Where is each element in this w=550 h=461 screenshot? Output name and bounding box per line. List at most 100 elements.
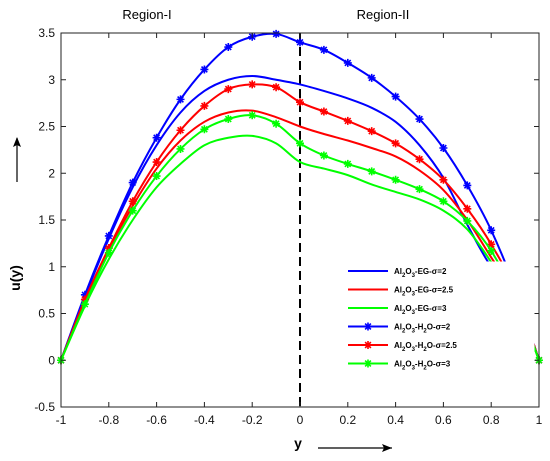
series-4-point-2 [80, 290, 89, 299]
series-5-point-5-glyph [152, 158, 161, 167]
series-4-point-8-glyph [224, 43, 233, 52]
region-label-1: Region-I [122, 7, 171, 22]
series-6-point-7-glyph [200, 125, 209, 134]
series-5-point-13 [343, 116, 352, 125]
series-4-point-7 [200, 65, 209, 74]
series-4-point-12 [319, 45, 328, 54]
series-4-point-5 [152, 133, 161, 142]
series-6-point-5-glyph [152, 172, 161, 181]
series-6-point-18 [463, 216, 472, 225]
x-tick-label: 0.4 [387, 413, 404, 427]
series-6-point-14-glyph [367, 167, 376, 176]
x-tick-label: 0.2 [339, 413, 356, 427]
x-tick-label: -0.6 [146, 413, 167, 427]
series-6-point-8-glyph [224, 115, 233, 124]
series-6-point-17-glyph [439, 197, 448, 206]
x-tick-label: -0.2 [242, 413, 263, 427]
series-4-point-14 [367, 73, 376, 82]
series-6-point-2-glyph [80, 300, 89, 309]
series-5-point-5 [152, 158, 161, 167]
series-5-point-8 [224, 85, 233, 94]
series-6-point-6-glyph [176, 144, 185, 153]
series-4-point-19 [487, 226, 496, 235]
series-6-point-15-glyph [391, 175, 400, 184]
series-4-point-10-glyph [272, 29, 281, 38]
legend-marker-5-glyph [364, 341, 372, 349]
series-6-point-5 [152, 172, 161, 181]
series-4-point-3 [104, 231, 113, 240]
y-tick-label: 1 [48, 260, 55, 274]
series-6-point-12-glyph [319, 151, 328, 160]
series-6-point-19-glyph [487, 246, 496, 255]
series-4-point-13-glyph [343, 58, 352, 67]
legend-label-1: Al2O3-EG-σ=2 [394, 267, 447, 279]
legend-marker-6 [364, 359, 372, 368]
y-axis-label: u(y) [7, 265, 23, 291]
series-4-point-3-glyph [104, 231, 113, 240]
series-5-point-11 [296, 98, 304, 107]
series-4-point-14-glyph [367, 73, 376, 82]
series-5-point-6-glyph [176, 126, 185, 135]
x-tick-label: 1 [536, 413, 543, 427]
series-5-point-10-glyph [272, 83, 281, 92]
series-4-point-15 [391, 92, 400, 101]
x-tick-label: -0.4 [194, 413, 215, 427]
series-4-point-18 [463, 181, 472, 190]
y-tick-label: 3.5 [38, 26, 55, 40]
y-tick-label: 3 [48, 73, 55, 87]
series-4-point-17 [439, 144, 448, 153]
series-4-point-16-glyph [415, 115, 424, 124]
legend-marker-4-glyph [364, 322, 372, 331]
series-4-point-4-glyph [128, 178, 137, 187]
y-axis-arrowhead [13, 137, 21, 147]
series-6-point-10 [272, 119, 281, 128]
series-4-point-8 [224, 43, 233, 52]
y-tick-label: -0.5 [34, 400, 55, 414]
series-5-point-17 [439, 175, 448, 184]
labels: Region-I Region-II y u(y) [7, 7, 409, 452]
series-5-point-11-glyph [296, 98, 304, 107]
series-4-point-10 [272, 29, 281, 38]
series-6-point-13-glyph [343, 159, 352, 168]
series-6-point-9 [248, 111, 257, 120]
series-5-point-15 [391, 139, 400, 148]
series-5-point-7 [200, 101, 209, 110]
series-line-3 [60, 134, 540, 361]
legend-marker-5 [364, 341, 372, 349]
series-4-point-17-glyph [439, 144, 448, 153]
series-5-point-19-glyph [487, 240, 496, 249]
series-4-point-16 [415, 115, 424, 124]
series-6-point-16-glyph [415, 185, 424, 194]
series-5-point-18-glyph [463, 204, 472, 213]
series-4-point-12-glyph [319, 45, 328, 54]
y-tick-label: 2.5 [38, 120, 55, 134]
legend-marker-4 [364, 322, 372, 331]
axes: -1 -0.8 -0.6 -0.4 -0.2 0 0.2 0.4 0.6 0.8 1 -0.5 0 0.5… [34, 26, 542, 427]
series-6-point-12 [319, 151, 328, 160]
series-6-point-7 [200, 125, 209, 134]
series-5-point-14 [367, 127, 376, 136]
series-5-point-12 [319, 107, 328, 116]
series-6-point-18-glyph [463, 216, 472, 225]
series-6-point-11-glyph [296, 139, 304, 148]
y-tick-label: 0 [48, 353, 55, 367]
series-4-point-19-glyph [487, 226, 496, 235]
series-4-point-2-glyph [80, 290, 89, 299]
series-5-point-14-glyph [367, 127, 376, 136]
series-6-point-14 [367, 167, 376, 176]
series-5-point-16 [415, 155, 424, 164]
series-5-point-19 [487, 240, 496, 249]
series-lines [57, 29, 543, 365]
x-axis-arrowhead [382, 444, 392, 452]
series-4-point-11-glyph [296, 38, 304, 47]
series-5-point-3-glyph [104, 244, 113, 253]
series-5-point-8-glyph [224, 85, 233, 94]
legend-label-5: Al2O3-H2O-σ=2.5 [394, 341, 457, 353]
series-6-point-4 [128, 206, 137, 215]
legend-box [342, 261, 535, 378]
series-5-point-7-glyph [200, 101, 209, 110]
series-5-point-4 [128, 197, 137, 206]
legend: Al2O3-EG-σ=2 Al2O3-EG-σ=2.5 Al2O3-EG-σ=3 Al… [342, 261, 535, 378]
x-tick-label: 0.6 [435, 413, 452, 427]
